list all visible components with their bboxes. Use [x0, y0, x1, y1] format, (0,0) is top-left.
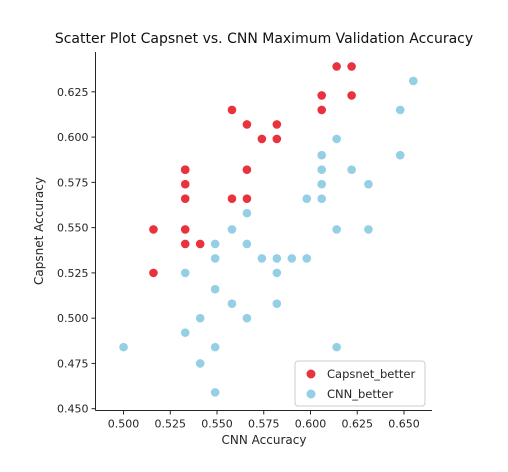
data-point: [211, 388, 220, 397]
data-point: [347, 165, 356, 174]
data-point: [317, 106, 326, 115]
legend-label-capsnet-better: Capsnet_better: [327, 367, 415, 381]
data-point: [243, 120, 252, 129]
y-tick-label: 0.550: [57, 222, 89, 235]
y-tick-label: 0.500: [57, 312, 89, 325]
data-point: [211, 285, 220, 294]
data-point: [364, 180, 373, 189]
data-point: [302, 254, 311, 263]
data-point: [317, 165, 326, 174]
x-tick-label: 0.575: [248, 418, 280, 431]
data-point: [409, 77, 418, 86]
legend-label-cnn-better: CNN_better: [327, 387, 393, 401]
y-tick-label: 0.450: [57, 403, 89, 416]
data-point: [228, 106, 237, 115]
data-point: [196, 240, 205, 249]
data-point: [181, 240, 190, 249]
y-tick-label: 0.600: [57, 131, 89, 144]
data-point: [211, 343, 220, 352]
x-tick-label: 0.625: [341, 418, 373, 431]
y-tick-label: 0.575: [57, 176, 89, 189]
data-point: [273, 135, 282, 144]
data-point: [273, 120, 282, 129]
data-point: [258, 254, 267, 263]
data-point: [228, 299, 237, 308]
chart-title: Scatter Plot Capsnet vs. CNN Maximum Val…: [55, 31, 473, 47]
data-point: [302, 194, 311, 203]
data-point: [273, 269, 282, 278]
data-point: [211, 240, 220, 249]
data-point: [396, 151, 405, 160]
data-point: [317, 91, 326, 100]
data-point: [181, 328, 190, 337]
data-point: [332, 225, 341, 234]
x-tick-label: 0.525: [155, 418, 187, 431]
data-point: [211, 254, 220, 263]
data-point: [196, 314, 205, 323]
data-point: [347, 91, 356, 100]
data-point: [181, 165, 190, 174]
data-point: [317, 151, 326, 160]
data-point: [149, 225, 158, 234]
data-point: [258, 135, 267, 144]
y-tick-label: 0.625: [57, 86, 89, 99]
legend-marker-cnn-better: [307, 390, 316, 399]
x-tick-label: 0.650: [388, 418, 420, 431]
x-tick-label: 0.500: [108, 418, 140, 431]
data-point: [243, 165, 252, 174]
data-point: [228, 194, 237, 203]
y-tick-label: 0.525: [57, 267, 89, 280]
data-point: [181, 269, 190, 278]
legend-marker-capsnet-better: [307, 370, 316, 379]
x-axis-label: CNN Accuracy: [222, 433, 307, 447]
y-axis-label: Capsnet Accuracy: [32, 177, 46, 285]
data-point: [364, 225, 373, 234]
data-point: [243, 314, 252, 323]
data-point: [317, 180, 326, 189]
data-point: [243, 240, 252, 249]
data-point: [149, 269, 158, 278]
data-point: [181, 180, 190, 189]
data-point: [243, 209, 252, 218]
data-point: [119, 343, 128, 352]
y-tick-label: 0.475: [57, 357, 89, 370]
data-point: [273, 254, 282, 263]
data-point: [332, 343, 341, 352]
data-point: [181, 194, 190, 203]
data-point: [317, 194, 326, 203]
data-point: [273, 299, 282, 308]
data-point: [243, 194, 252, 203]
data-point: [396, 106, 405, 115]
data-point: [228, 225, 237, 234]
data-point: [347, 62, 356, 71]
legend: Capsnet_better CNN_better: [295, 361, 425, 406]
data-point: [196, 359, 205, 368]
data-point: [181, 225, 190, 234]
data-point: [332, 62, 341, 71]
data-point: [287, 254, 296, 263]
data-point: [332, 135, 341, 144]
x-tick-label: 0.600: [295, 418, 327, 431]
x-tick-label: 0.550: [201, 418, 233, 431]
